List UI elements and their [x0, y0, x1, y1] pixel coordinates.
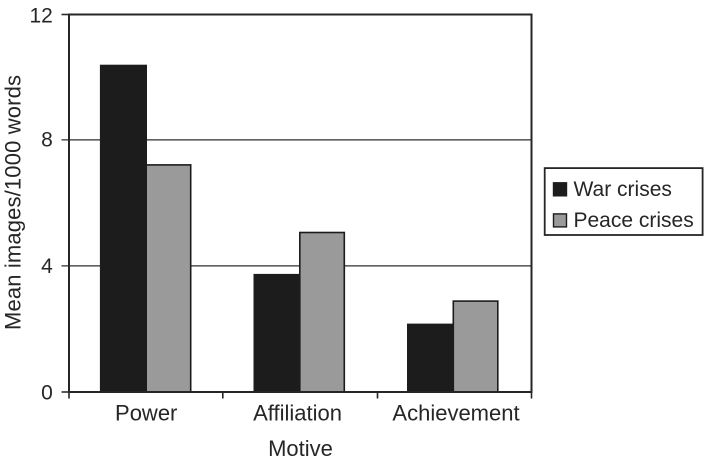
svg-text:Affiliation: Affiliation — [253, 400, 342, 425]
svg-text:Power: Power — [115, 400, 177, 425]
svg-text:Achievement: Achievement — [392, 400, 519, 425]
svg-text:Mean images/1000 words: Mean images/1000 words — [0, 75, 25, 330]
svg-text:12: 12 — [29, 4, 52, 27]
svg-text:Peace crises: Peace crises — [574, 209, 694, 232]
svg-text:War crises: War crises — [574, 178, 672, 201]
svg-text:4: 4 — [41, 255, 53, 278]
svg-text:0: 0 — [41, 381, 53, 404]
svg-text:Motive: Motive — [268, 436, 333, 461]
svg-text:8: 8 — [41, 129, 53, 152]
